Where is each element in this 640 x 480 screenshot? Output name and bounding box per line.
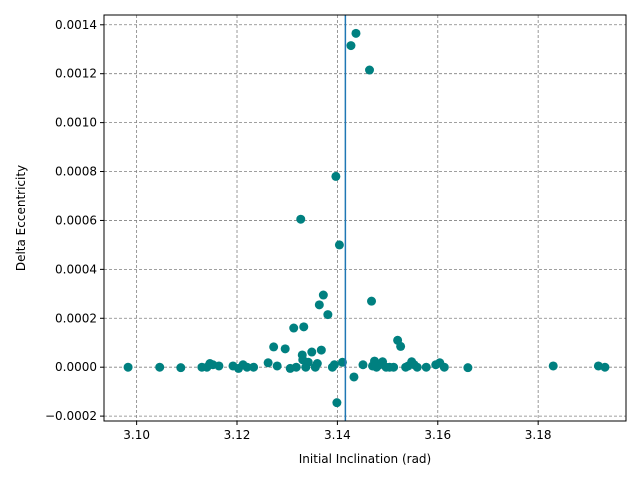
x-tick-label: 3.10: [123, 428, 150, 442]
data-point: [351, 28, 361, 38]
y-tick-label: 0.0006: [55, 213, 97, 227]
data-points: [123, 28, 610, 408]
plot-frame: [103, 14, 627, 422]
data-point: [349, 372, 359, 382]
data-point: [358, 360, 368, 370]
x-tick-label: 3.12: [224, 428, 251, 442]
data-point: [272, 361, 282, 371]
data-point: [318, 290, 328, 300]
data-point: [389, 362, 399, 372]
data-point: [280, 344, 290, 354]
data-point: [365, 65, 375, 75]
data-point: [323, 310, 333, 320]
data-point: [249, 362, 259, 372]
y-axis-ticks: −0.0002 0.0000 0.0002 0.0004 0.0006 0.0008 0.0…: [45, 18, 104, 423]
data-point: [307, 347, 317, 357]
data-point: [331, 171, 341, 181]
data-point: [396, 341, 406, 351]
data-point: [329, 360, 339, 370]
data-point: [291, 362, 301, 372]
data-point: [312, 359, 322, 369]
y-tick-label: 0.0004: [55, 262, 97, 276]
y-tick-label: 0.0010: [55, 116, 97, 130]
plot-area: [104, 15, 626, 421]
data-point: [463, 363, 473, 373]
data-point: [314, 300, 324, 310]
data-point: [155, 362, 165, 372]
y-tick-label: 0.0012: [55, 67, 97, 81]
data-point: [367, 296, 377, 306]
data-point: [412, 362, 422, 372]
data-point: [269, 342, 279, 352]
data-point: [296, 214, 306, 224]
x-tick-label: 3.18: [525, 428, 552, 442]
data-point: [289, 323, 299, 333]
y-tick-label: 0.0008: [55, 165, 97, 179]
data-point: [242, 362, 252, 372]
y-tick-label: −0.0002: [45, 409, 97, 423]
x-tick-label: 3.16: [424, 428, 451, 442]
x-axis-ticks: 3.10 3.12 3.14 3.16 3.18: [123, 421, 552, 442]
x-axis-label: Initial Inclination (rad): [299, 452, 431, 466]
y-tick-label: 0.0014: [55, 18, 97, 32]
data-point: [214, 361, 224, 371]
data-point: [176, 363, 186, 373]
data-point: [316, 345, 326, 355]
y-tick-label: 0.0000: [55, 360, 97, 374]
grid: [104, 15, 626, 421]
y-axis-label: Delta Eccentricity: [14, 165, 28, 271]
data-point: [548, 361, 558, 371]
data-point: [439, 362, 449, 372]
data-point: [600, 362, 610, 372]
data-point: [421, 362, 431, 372]
y-tick-label: 0.0002: [55, 311, 97, 325]
data-point: [334, 240, 344, 250]
data-point: [299, 322, 309, 332]
data-point: [346, 41, 356, 51]
data-point: [303, 357, 313, 367]
data-point: [263, 358, 273, 368]
x-tick-label: 3.14: [324, 428, 351, 442]
data-point: [332, 398, 342, 408]
data-point: [123, 362, 133, 372]
